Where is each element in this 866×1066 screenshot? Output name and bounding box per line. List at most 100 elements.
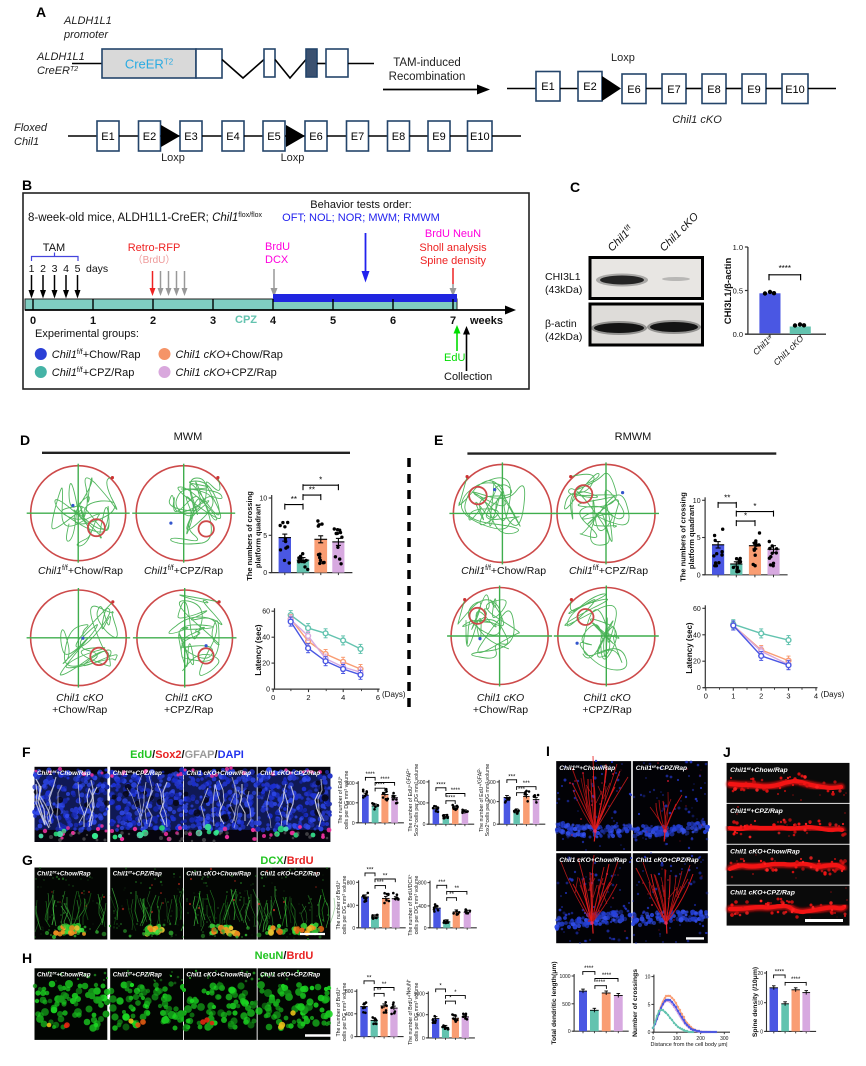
svg-text:0: 0: [760, 1029, 763, 1035]
svg-text:**: **: [309, 486, 315, 495]
svg-text:E1: E1: [541, 81, 554, 93]
svg-text:1: 1: [90, 315, 96, 327]
svg-text:Loxp: Loxp: [161, 152, 185, 164]
svg-text:BrdU: BrdU: [265, 241, 290, 253]
svg-text:***: ***: [508, 774, 516, 780]
svg-text:The numbers of crossing: The numbers of crossing: [245, 491, 254, 581]
svg-text:Chil1: Chil1: [14, 136, 39, 148]
svg-text:0.5: 0.5: [733, 287, 743, 296]
svg-text:2: 2: [150, 315, 156, 327]
svg-text:Spine density (/10μm): Spine density (/10μm): [752, 967, 759, 1037]
svg-text:Chil1 cKO: Chil1 cKO: [56, 692, 103, 704]
svg-text:Chil1 cKO+Chow/Rap: Chil1 cKO+Chow/Rap: [730, 849, 800, 856]
svg-text:4: 4: [63, 263, 69, 275]
svg-text:**: **: [454, 886, 459, 892]
svg-text:4: 4: [270, 315, 277, 327]
svg-text:BrdU NeuN: BrdU NeuN: [425, 228, 481, 240]
svg-text:Chil1f/f+Chow/Rap: Chil1f/f+Chow/Rap: [730, 766, 788, 774]
svg-text:Chil1f/f+Chow/Rap: Chil1f/f+Chow/Rap: [461, 565, 546, 577]
svg-text:0.0: 0.0: [733, 330, 743, 339]
svg-text:2: 2: [759, 692, 763, 701]
svg-text:The number of BrdU+: The number of BrdU+: [335, 880, 342, 929]
svg-text:RMWM: RMWM: [615, 431, 652, 443]
svg-text:3: 3: [786, 692, 790, 701]
svg-text:E9: E9: [432, 131, 445, 143]
svg-text:The number of EdU+GFAP+: The number of EdU+GFAP+: [406, 768, 414, 831]
svg-text:Chil1f/f+Chow/Rap: Chil1f/f+Chow/Rap: [52, 349, 141, 361]
svg-text:**: **: [377, 988, 382, 994]
svg-text:Chil1f/f+CPZ/Rap: Chil1f/f+CPZ/Rap: [144, 565, 223, 577]
svg-text:E7: E7: [667, 84, 680, 96]
svg-text:*: *: [454, 990, 457, 996]
svg-text:****: ****: [791, 977, 801, 983]
svg-text:500: 500: [416, 1013, 425, 1019]
svg-text:0: 0: [697, 572, 701, 579]
svg-text:10: 10: [693, 498, 701, 505]
svg-text:5: 5: [330, 315, 336, 327]
svg-text:CreERT2: CreERT2: [125, 57, 174, 72]
svg-text:G: G: [22, 852, 33, 868]
svg-text:800: 800: [418, 881, 427, 887]
svg-text:1.0: 1.0: [733, 243, 743, 252]
svg-text:0: 0: [648, 1030, 651, 1036]
svg-text:OFT; NOL; NOR; MWM; RMWM: OFT; NOL; NOR; MWM; RMWM: [282, 212, 440, 224]
svg-text:J: J: [723, 744, 731, 760]
svg-text:Loxp: Loxp: [281, 152, 305, 164]
svg-text:Sholl analysis: Sholl analysis: [419, 242, 487, 254]
svg-text:Chil1f/f+Chow/Rap: Chil1f/f+Chow/Rap: [37, 870, 91, 878]
svg-text:cells per DG mm3 volume: cells per DG mm3 volume: [342, 876, 349, 935]
svg-text:E2: E2: [583, 81, 596, 93]
svg-text:5: 5: [648, 1002, 651, 1008]
svg-text:Chil1 cKO+Chow/Rap: Chil1 cKO+Chow/Rap: [186, 770, 251, 777]
svg-text:5: 5: [263, 533, 267, 540]
svg-text:***: ***: [377, 880, 385, 886]
svg-text:Chil1 cKO: Chil1 cKO: [477, 692, 524, 704]
svg-text:*: *: [744, 512, 747, 521]
svg-text:Experimental groups:: Experimental groups:: [35, 328, 139, 340]
svg-text:0: 0: [263, 570, 267, 577]
svg-text:The number of EdU+: The number of EdU+: [337, 776, 344, 823]
svg-text:40: 40: [693, 632, 701, 639]
svg-text:400: 400: [345, 1012, 354, 1018]
svg-text:E4: E4: [226, 131, 239, 143]
svg-text:Chil1f/f+CPZ/Rap: Chil1f/f+CPZ/Rap: [569, 565, 648, 577]
svg-text:CHI3L1/β-actin: CHI3L1/β-actin: [723, 258, 734, 325]
svg-text:**: **: [449, 892, 454, 898]
svg-text:Chil1 cKO: Chil1 cKO: [583, 692, 630, 704]
svg-text:100: 100: [673, 1036, 682, 1042]
svg-text:0: 0: [351, 1035, 354, 1041]
svg-text:platform quadrant: platform quadrant: [254, 503, 263, 568]
svg-text:E10: E10: [785, 84, 805, 96]
svg-text:300: 300: [487, 800, 496, 806]
svg-text:C: C: [570, 179, 580, 195]
svg-text:Chil1 cKO: Chil1 cKO: [672, 114, 722, 126]
svg-text:600: 600: [417, 780, 426, 786]
svg-text:EdU: EdU: [444, 352, 465, 364]
svg-text:0: 0: [424, 926, 427, 932]
svg-text:****: ****: [366, 772, 376, 778]
svg-text:Recombination: Recombination: [389, 71, 466, 83]
svg-text:Behavior tests order:: Behavior tests order:: [310, 199, 412, 211]
svg-text:7: 7: [450, 315, 456, 327]
svg-text:0: 0: [568, 1029, 571, 1035]
svg-text:****: ****: [775, 970, 785, 976]
svg-text:Spine density: Spine density: [420, 255, 487, 267]
svg-text:Total dendritic length(μm): Total dendritic length(μm): [551, 961, 558, 1044]
svg-text:40: 40: [262, 635, 270, 642]
svg-text:3: 3: [52, 263, 58, 275]
svg-text:Chil1 cKO+CPZ/Rap: Chil1 cKO+CPZ/Rap: [176, 367, 277, 379]
svg-text:****: ****: [446, 795, 456, 801]
svg-text:+CPZ/Rap: +CPZ/Rap: [164, 704, 213, 716]
svg-text:The numbers of crossing: The numbers of crossing: [679, 492, 688, 582]
svg-text:**: **: [291, 495, 297, 504]
svg-text:60: 60: [693, 606, 701, 613]
svg-text:Latency (sec): Latency (sec): [685, 622, 694, 673]
svg-text:20: 20: [262, 661, 270, 668]
svg-text:MWM: MWM: [174, 431, 203, 443]
svg-text:Chil1 cKO+Chow/Rap: Chil1 cKO+Chow/Rap: [176, 349, 283, 361]
svg-text:8-week-old mice, ALDH1L1-CreER: 8-week-old mice, ALDH1L1-CreER; Chil1flo…: [28, 212, 263, 224]
svg-text:E2: E2: [143, 131, 156, 143]
svg-text:E6: E6: [627, 84, 640, 96]
svg-text:E10: E10: [470, 131, 490, 143]
svg-text:Sox2+cells per DG mm3 volume: Sox2+cells per DG mm3 volume: [485, 764, 492, 837]
